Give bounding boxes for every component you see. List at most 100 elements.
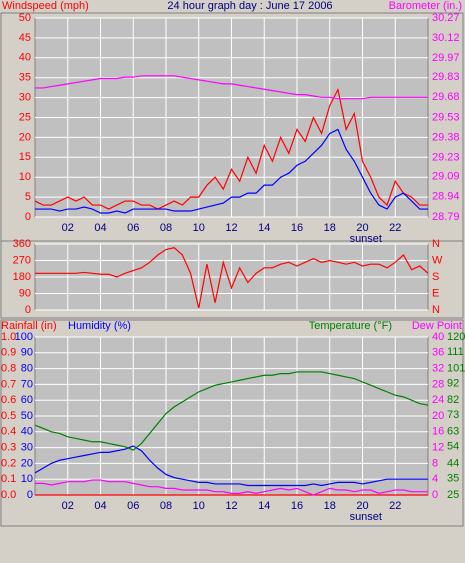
y-tick-label: 35 bbox=[19, 72, 31, 84]
series-line bbox=[35, 479, 428, 496]
y-tick-label: 30 bbox=[19, 92, 31, 104]
y2-tick-label: 30.12 bbox=[432, 32, 460, 44]
y-tick-label: 70 bbox=[21, 378, 33, 390]
y2-tick-label: 44 bbox=[447, 457, 459, 469]
y-tick-label: 50 bbox=[19, 12, 31, 24]
y-tick-label: 25 bbox=[19, 111, 31, 123]
y-tick-label: 0 bbox=[25, 211, 31, 223]
x-tick-label: 20 bbox=[356, 500, 368, 512]
axis-title: Humidity (%) bbox=[68, 320, 131, 332]
series-line bbox=[35, 128, 428, 214]
x-tick-label: 10 bbox=[193, 222, 205, 234]
x-tick-label: 16 bbox=[291, 222, 303, 234]
y-tick-label: 20 bbox=[21, 457, 33, 469]
y2-tick-label: 111 bbox=[447, 346, 464, 358]
x-tick-label: 14 bbox=[258, 500, 270, 512]
y2-tick-label: 63 bbox=[447, 426, 459, 438]
y2-tick-label: 4 bbox=[432, 473, 438, 485]
x-tick-label: 16 bbox=[291, 500, 303, 512]
x-tick-label: 02 bbox=[62, 500, 74, 512]
y-tick-label: 40 bbox=[19, 52, 31, 64]
y2-tick-label: 24 bbox=[432, 394, 444, 406]
y-tick-label: 10 bbox=[19, 171, 31, 183]
y2-tick-label: 29.23 bbox=[432, 152, 460, 164]
y-tick-label: 90 bbox=[19, 287, 31, 299]
y2-tick-label: 30.27 bbox=[432, 12, 460, 24]
y2-tick-label: 28.94 bbox=[432, 191, 460, 203]
y-tick-label: 0.0 bbox=[1, 489, 16, 501]
annotation: sunset bbox=[350, 233, 382, 245]
y2-tick-label: N bbox=[432, 238, 440, 250]
x-tick-label: 06 bbox=[127, 500, 139, 512]
series-line bbox=[34, 87, 428, 210]
y-tick-label: 0.2 bbox=[1, 457, 16, 469]
y-tick-label: 0.3 bbox=[1, 442, 16, 454]
y-tick-label: 0.4 bbox=[1, 426, 16, 438]
series-line bbox=[35, 75, 428, 100]
y-tick-label: 90 bbox=[21, 347, 33, 359]
x-tick-label: 06 bbox=[127, 222, 139, 234]
y2-tick-label: 73 bbox=[447, 409, 459, 421]
series-line bbox=[35, 247, 429, 309]
y-tick-label: 1.0 bbox=[1, 331, 16, 343]
x-tick-label: 04 bbox=[94, 500, 106, 512]
series-line bbox=[34, 371, 429, 451]
axis-title: Rainfall (in) bbox=[1, 320, 57, 332]
y2-tick-label: 20 bbox=[432, 410, 444, 422]
x-tick-label: 22 bbox=[389, 500, 401, 512]
y2-tick-label: S bbox=[432, 271, 439, 283]
y-tick-label: 0.1 bbox=[1, 473, 16, 485]
y-tick-label: 30 bbox=[21, 442, 33, 454]
y-tick-label: 10 bbox=[21, 473, 33, 485]
y2-tick-label: 0 bbox=[432, 489, 438, 501]
y2-tick-label: 82 bbox=[447, 394, 459, 406]
axis-title: Temperature (°F) bbox=[309, 320, 392, 332]
y2-tick-label: 35 bbox=[447, 472, 459, 484]
y2-tick-label: 28 bbox=[432, 378, 444, 390]
y2-tick-label: 28.79 bbox=[432, 211, 460, 223]
x-tick-label: 18 bbox=[324, 500, 336, 512]
y2-tick-label: N bbox=[432, 304, 440, 316]
y-tick-label: 0.6 bbox=[1, 394, 16, 406]
y-tick-label: 0 bbox=[25, 304, 31, 316]
x-tick-label: 04 bbox=[94, 222, 106, 234]
y2-tick-label: 54 bbox=[447, 441, 459, 453]
y-tick-label: 0.8 bbox=[1, 363, 16, 375]
y-tick-label: 0 bbox=[27, 489, 33, 501]
y2-tick-label: 29.68 bbox=[432, 91, 460, 103]
x-tick-label: 08 bbox=[160, 500, 172, 512]
y-tick-label: 270 bbox=[13, 254, 31, 266]
y2-tick-label: 16 bbox=[432, 426, 444, 438]
y-tick-label: 50 bbox=[21, 410, 33, 422]
y2-tick-label: 32 bbox=[432, 363, 444, 375]
y2-tick-label: W bbox=[432, 254, 443, 266]
y2-tick-label: 29.09 bbox=[432, 171, 460, 183]
annotation: sunset bbox=[350, 511, 382, 523]
y-tick-label: 15 bbox=[19, 151, 31, 163]
x-tick-label: 12 bbox=[225, 500, 237, 512]
y-tick-label: 0.9 bbox=[1, 347, 16, 359]
chart-title: 24 hour graph day : June 17 2006 bbox=[167, 0, 332, 12]
y-tick-label: 360 bbox=[13, 238, 31, 250]
axis-title: Dew Point bbox=[412, 320, 462, 332]
y2-tick-label: E bbox=[432, 287, 439, 299]
y-tick-label: 0.7 bbox=[1, 378, 16, 390]
y2-tick-label: 40 bbox=[432, 331, 444, 343]
x-tick-label: 18 bbox=[324, 222, 336, 234]
x-tick-label: 02 bbox=[62, 222, 74, 234]
y-tick-label: 0.5 bbox=[1, 410, 16, 422]
panel-frame bbox=[0, 240, 464, 319]
series-line bbox=[34, 445, 428, 487]
y2-tick-label: 29.83 bbox=[432, 71, 460, 83]
x-tick-label: 20 bbox=[356, 222, 368, 234]
y-tick-label: 180 bbox=[13, 271, 31, 283]
x-tick-label: 10 bbox=[193, 500, 205, 512]
y-tick-label: 20 bbox=[19, 131, 31, 143]
y2-tick-label: 29.38 bbox=[432, 132, 460, 144]
y-tick-label: 60 bbox=[21, 394, 33, 406]
y-tick-label: 40 bbox=[21, 426, 33, 438]
y2-tick-label: 12 bbox=[432, 442, 444, 454]
y2-tick-label: 29.97 bbox=[432, 52, 460, 64]
